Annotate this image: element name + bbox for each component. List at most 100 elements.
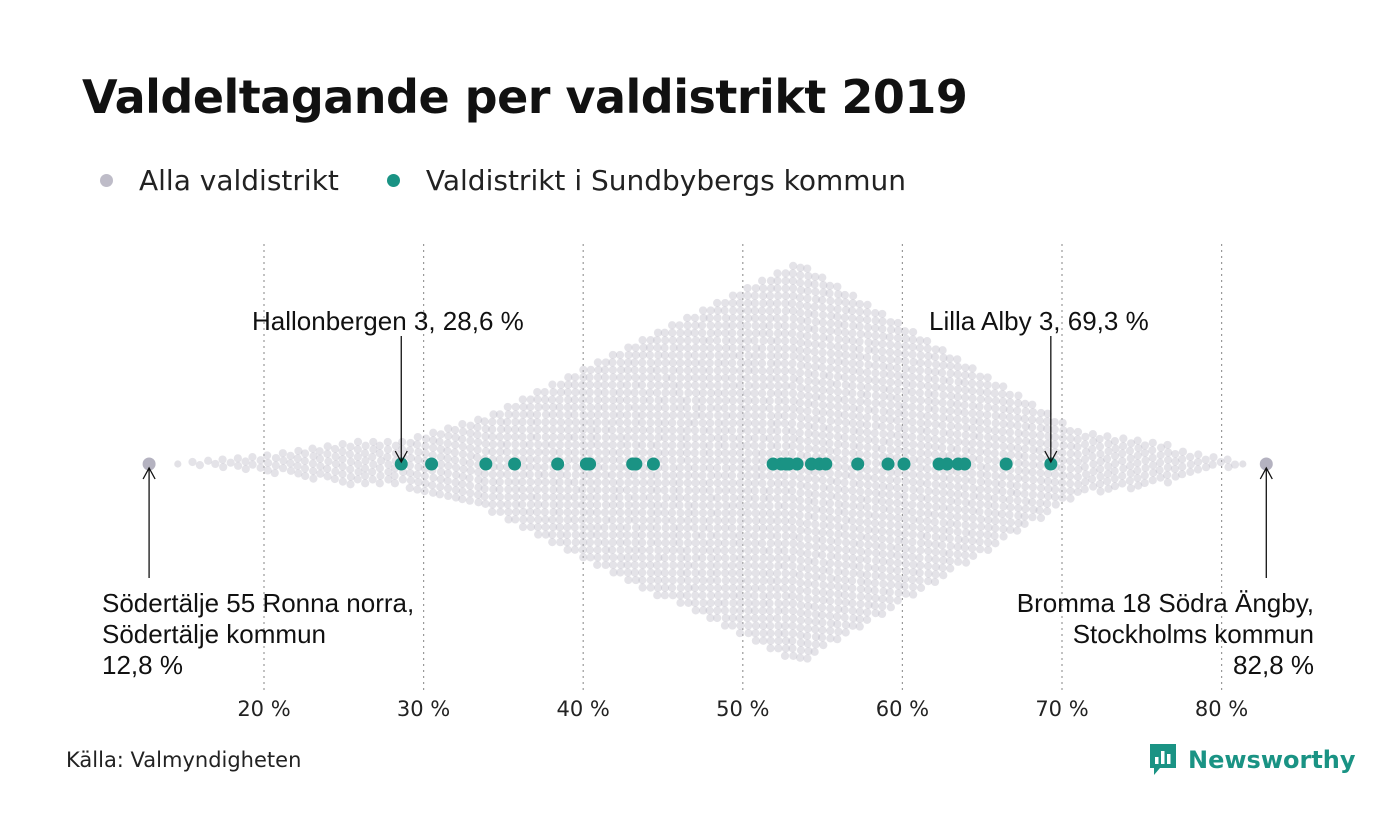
district-point xyxy=(624,508,633,517)
district-point xyxy=(578,545,587,554)
district-point xyxy=(856,374,865,384)
district-point xyxy=(1006,435,1015,444)
district-point xyxy=(931,382,940,392)
district-point xyxy=(826,596,835,606)
district-point xyxy=(660,456,669,465)
district-point xyxy=(766,636,775,645)
district-point xyxy=(789,531,798,540)
district-point xyxy=(961,483,970,492)
district-point xyxy=(458,479,467,489)
district-point xyxy=(728,523,737,533)
district-point xyxy=(653,486,662,495)
district-point xyxy=(586,478,595,487)
district-point xyxy=(646,366,655,375)
district-point xyxy=(683,411,693,420)
district-point xyxy=(825,289,834,298)
district-point xyxy=(728,336,737,345)
district-point xyxy=(204,456,213,465)
district-point xyxy=(488,477,498,486)
district-point xyxy=(585,515,595,524)
district-point xyxy=(698,328,707,338)
district-point xyxy=(1028,430,1038,439)
district-point xyxy=(789,539,798,548)
district-point xyxy=(848,389,857,398)
district-point xyxy=(759,621,768,630)
district-point xyxy=(384,460,393,469)
district-point xyxy=(803,609,812,618)
district-point xyxy=(819,333,828,342)
district-point xyxy=(593,388,603,397)
district-point xyxy=(593,410,603,419)
district-point xyxy=(458,487,467,496)
district-point xyxy=(720,606,730,615)
district-point xyxy=(1014,451,1023,460)
district-point xyxy=(526,402,535,412)
district-point xyxy=(983,500,993,510)
district-point xyxy=(766,351,775,360)
district-point xyxy=(946,399,955,408)
district-point xyxy=(519,492,528,502)
district-point xyxy=(780,479,790,488)
annotation-sodertalje-line2: Södertälje kommun xyxy=(102,619,326,649)
district-point xyxy=(721,351,730,360)
district-point xyxy=(811,482,820,491)
district-point xyxy=(803,481,812,491)
district-point xyxy=(706,576,715,585)
district-point xyxy=(308,459,318,468)
district-point xyxy=(646,336,655,345)
district-point xyxy=(751,426,760,435)
district-point xyxy=(683,343,692,352)
district-point xyxy=(624,545,633,555)
district-point xyxy=(751,374,760,383)
district-point xyxy=(638,426,648,435)
district-point xyxy=(804,541,813,551)
arrow-sodertalje-head xyxy=(142,466,156,480)
district-point xyxy=(871,324,880,333)
district-point xyxy=(563,545,572,554)
district-point xyxy=(736,546,745,555)
district-point xyxy=(781,539,790,548)
district-point xyxy=(984,440,993,450)
district-point xyxy=(743,441,752,450)
district-point xyxy=(1073,487,1082,497)
district-point xyxy=(480,484,489,493)
district-point xyxy=(751,329,761,338)
district-point xyxy=(953,505,962,514)
district-point xyxy=(743,456,752,465)
district-point xyxy=(698,531,707,540)
district-point xyxy=(714,456,723,465)
district-point xyxy=(878,444,887,454)
district-point xyxy=(631,343,640,352)
district-point xyxy=(728,328,737,338)
district-point xyxy=(1156,443,1166,452)
district-point xyxy=(1080,462,1089,471)
district-point xyxy=(676,343,685,352)
district-point xyxy=(766,389,775,398)
district-point xyxy=(638,583,647,592)
district-point xyxy=(630,560,639,570)
district-point xyxy=(1029,505,1038,514)
district-point xyxy=(901,522,910,531)
district-point xyxy=(1050,417,1059,427)
district-point xyxy=(758,464,767,473)
district-point xyxy=(1006,518,1015,527)
district-point xyxy=(699,598,708,608)
district-point xyxy=(601,455,610,465)
district-point xyxy=(953,520,962,529)
x-tick-labels: 20 % 30 % 40 % 50 % 60 % 70 % 80 % xyxy=(237,697,1248,721)
district-point xyxy=(570,403,579,412)
district-point xyxy=(278,449,287,458)
district-point xyxy=(533,417,542,427)
district-point xyxy=(744,434,753,443)
district-point xyxy=(594,455,603,464)
district-point xyxy=(555,395,564,404)
district-point xyxy=(466,451,475,460)
district-point xyxy=(757,306,767,315)
district-point xyxy=(773,374,782,383)
district-point xyxy=(894,408,903,418)
district-point xyxy=(465,481,475,490)
district-point xyxy=(871,541,880,550)
district-point xyxy=(765,434,774,443)
district-point xyxy=(600,508,610,517)
district-point xyxy=(600,463,609,472)
